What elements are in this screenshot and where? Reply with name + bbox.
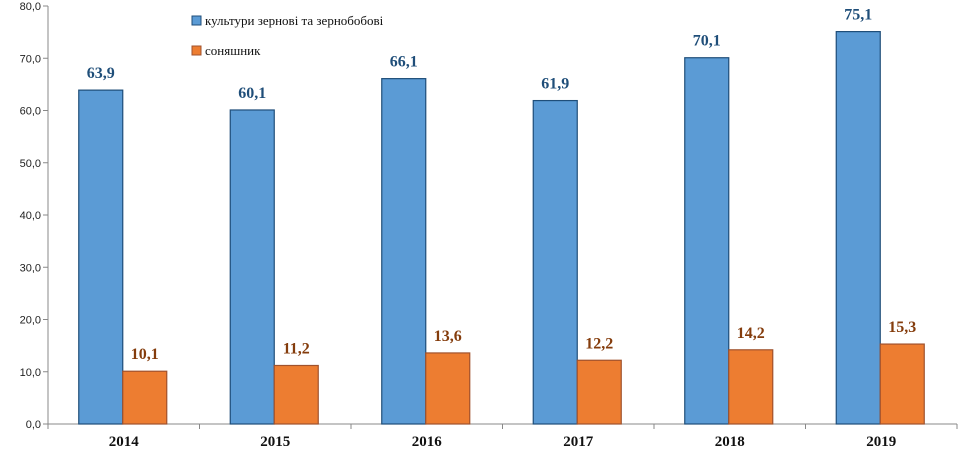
x-category-label: 2015: [260, 434, 290, 450]
legend-label-sunflower: соняшник: [205, 43, 261, 58]
y-tick-label: 50,0: [20, 158, 41, 170]
y-tick-label: 30,0: [20, 262, 41, 274]
y-tick-label: 20,0: [20, 315, 41, 327]
bar-sunflower: [576, 359, 622, 425]
y-tick-label: 0,0: [26, 419, 41, 431]
x-category-label: 2017: [563, 434, 594, 450]
data-label-grain: 63,9: [87, 65, 115, 82]
bar-grain: [532, 99, 578, 425]
data-label-grain: 70,1: [693, 33, 721, 50]
bar-grain: [684, 57, 730, 425]
chart-axes: 0,0 10,0 20,0 30,0 40,0 50,0 60,0 70,0 80,0 2014 2…: [20, 1, 958, 450]
x-category-label: 2014: [109, 434, 140, 450]
legend-label-grain: культури зернові та зернобобові: [205, 13, 384, 28]
bar-grain: [835, 31, 881, 425]
bar-grain: [229, 109, 275, 425]
bar-sunflower: [425, 352, 471, 425]
bar-grain: [78, 89, 124, 425]
data-label-grain: 66,1: [390, 54, 418, 71]
chart-legend: культури зернові та зернобобові соняшник: [191, 13, 384, 58]
data-label-grain: 75,1: [844, 7, 872, 24]
data-label-sunflower: 12,2: [585, 335, 613, 352]
legend-swatch-grain: [191, 15, 202, 26]
x-category-label: 2019: [866, 434, 896, 450]
y-tick-label: 70,0: [20, 53, 41, 65]
data-label-grain: 61,9: [541, 76, 569, 93]
data-label-sunflower: 14,2: [737, 325, 765, 342]
y-tick-label: 80,0: [20, 1, 41, 13]
data-label-sunflower: 15,3: [888, 319, 916, 336]
y-tick-label: 10,0: [20, 367, 41, 379]
bar-sunflower: [122, 370, 168, 425]
data-label-sunflower: 10,1: [131, 346, 159, 363]
chart-bars: [78, 31, 925, 425]
bar-sunflower: [728, 349, 774, 425]
x-category-label: 2016: [412, 434, 443, 450]
x-category-label: 2018: [715, 434, 745, 450]
y-tick-label: 60,0: [20, 106, 41, 118]
data-label-sunflower: 11,2: [283, 340, 310, 357]
bar-sunflower: [273, 364, 319, 425]
legend-swatch-sunflower: [191, 45, 202, 56]
bar-grain: [381, 78, 427, 425]
bar-sunflower: [879, 343, 925, 425]
chart-data-labels: 63,9 60,1 66,1 61,9 70,1 75,1 10,1 11,2 13,6 12,2…: [87, 7, 917, 364]
data-label-sunflower: 13,6: [434, 328, 462, 345]
y-tick-label: 40,0: [20, 210, 41, 222]
data-label-grain: 60,1: [238, 85, 266, 102]
